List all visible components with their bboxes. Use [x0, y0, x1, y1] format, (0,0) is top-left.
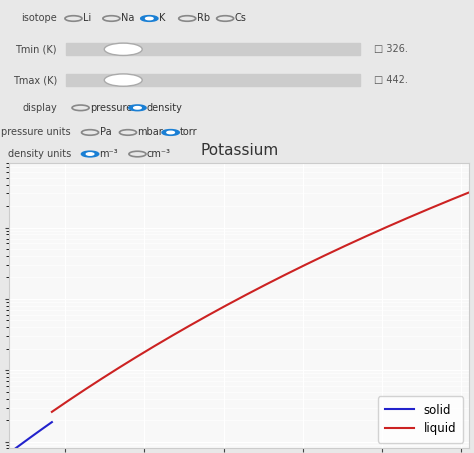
Circle shape: [162, 130, 179, 135]
Line: liquid: liquid: [52, 193, 469, 412]
Text: □ 326.: □ 326.: [374, 44, 408, 54]
Text: cm⁻³: cm⁻³: [147, 149, 171, 159]
Text: torr: torr: [180, 127, 198, 137]
Text: isotope: isotope: [21, 14, 57, 24]
Text: Tmax (K): Tmax (K): [13, 75, 57, 85]
Text: m⁻³: m⁻³: [100, 149, 118, 159]
Circle shape: [129, 105, 146, 111]
solid: [7, 450, 12, 453]
Text: K: K: [159, 14, 165, 24]
Bar: [66, 74, 360, 86]
Text: Li: Li: [83, 14, 91, 24]
Text: density units: density units: [8, 149, 71, 159]
solid: [47, 421, 53, 426]
Circle shape: [146, 17, 153, 20]
solid: [46, 422, 51, 427]
liquid: [428, 206, 433, 211]
Circle shape: [104, 43, 142, 55]
Text: Cs: Cs: [235, 14, 246, 24]
Text: pressure units: pressure units: [1, 127, 71, 137]
Text: Rb: Rb: [197, 14, 210, 24]
Line: solid: solid: [9, 422, 52, 453]
Text: Na: Na: [121, 14, 134, 24]
Text: Pa: Pa: [100, 127, 111, 137]
solid: [17, 443, 22, 448]
Title: Potassium: Potassium: [200, 143, 279, 158]
solid: [32, 432, 37, 437]
Circle shape: [82, 151, 99, 157]
solid: [15, 444, 20, 449]
liquid: [49, 409, 55, 414]
Text: pressure: pressure: [90, 103, 132, 113]
liquid: [50, 408, 56, 414]
Circle shape: [104, 74, 142, 86]
Text: density: density: [147, 103, 183, 113]
solid: [28, 434, 34, 439]
liquid: [401, 217, 407, 222]
Text: □ 442.: □ 442.: [374, 75, 408, 85]
liquid: [296, 265, 302, 270]
Text: mbar: mbar: [137, 127, 163, 137]
liquid: [304, 261, 310, 266]
liquid: [298, 265, 303, 270]
Text: display: display: [22, 103, 57, 113]
Legend: solid, liquid: solid, liquid: [378, 396, 464, 443]
Circle shape: [86, 153, 94, 155]
Circle shape: [134, 106, 141, 109]
Bar: [66, 43, 360, 55]
Circle shape: [167, 131, 174, 134]
solid: [49, 419, 55, 425]
Text: Tmin (K): Tmin (K): [15, 44, 57, 54]
liquid: [466, 190, 472, 195]
Circle shape: [141, 16, 158, 21]
